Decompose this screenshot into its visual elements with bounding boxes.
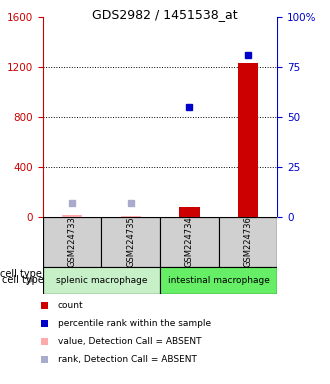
Bar xyxy=(160,217,218,267)
Bar xyxy=(102,217,160,267)
Text: GDS2982 / 1451538_at: GDS2982 / 1451538_at xyxy=(92,8,238,22)
Text: splenic macrophage: splenic macrophage xyxy=(56,276,147,285)
Text: GSM224735: GSM224735 xyxy=(126,217,135,267)
Bar xyxy=(238,63,258,217)
Text: intestinal macrophage: intestinal macrophage xyxy=(168,276,270,285)
Bar xyxy=(120,216,141,217)
Text: rank, Detection Call = ABSENT: rank, Detection Call = ABSENT xyxy=(58,355,197,364)
Text: GSM224733: GSM224733 xyxy=(68,217,77,267)
Bar xyxy=(218,217,277,267)
Text: percentile rank within the sample: percentile rank within the sample xyxy=(58,319,211,328)
Bar xyxy=(43,217,102,267)
Bar xyxy=(43,267,160,294)
Text: value, Detection Call = ABSENT: value, Detection Call = ABSENT xyxy=(58,337,201,346)
Text: GSM224736: GSM224736 xyxy=(244,217,252,267)
Bar xyxy=(160,267,277,294)
Text: cell type: cell type xyxy=(2,275,44,285)
Bar xyxy=(62,215,82,217)
Text: cell type: cell type xyxy=(0,268,42,279)
Text: GSM224734: GSM224734 xyxy=(185,217,194,267)
Bar xyxy=(179,207,200,217)
Text: count: count xyxy=(58,301,83,310)
